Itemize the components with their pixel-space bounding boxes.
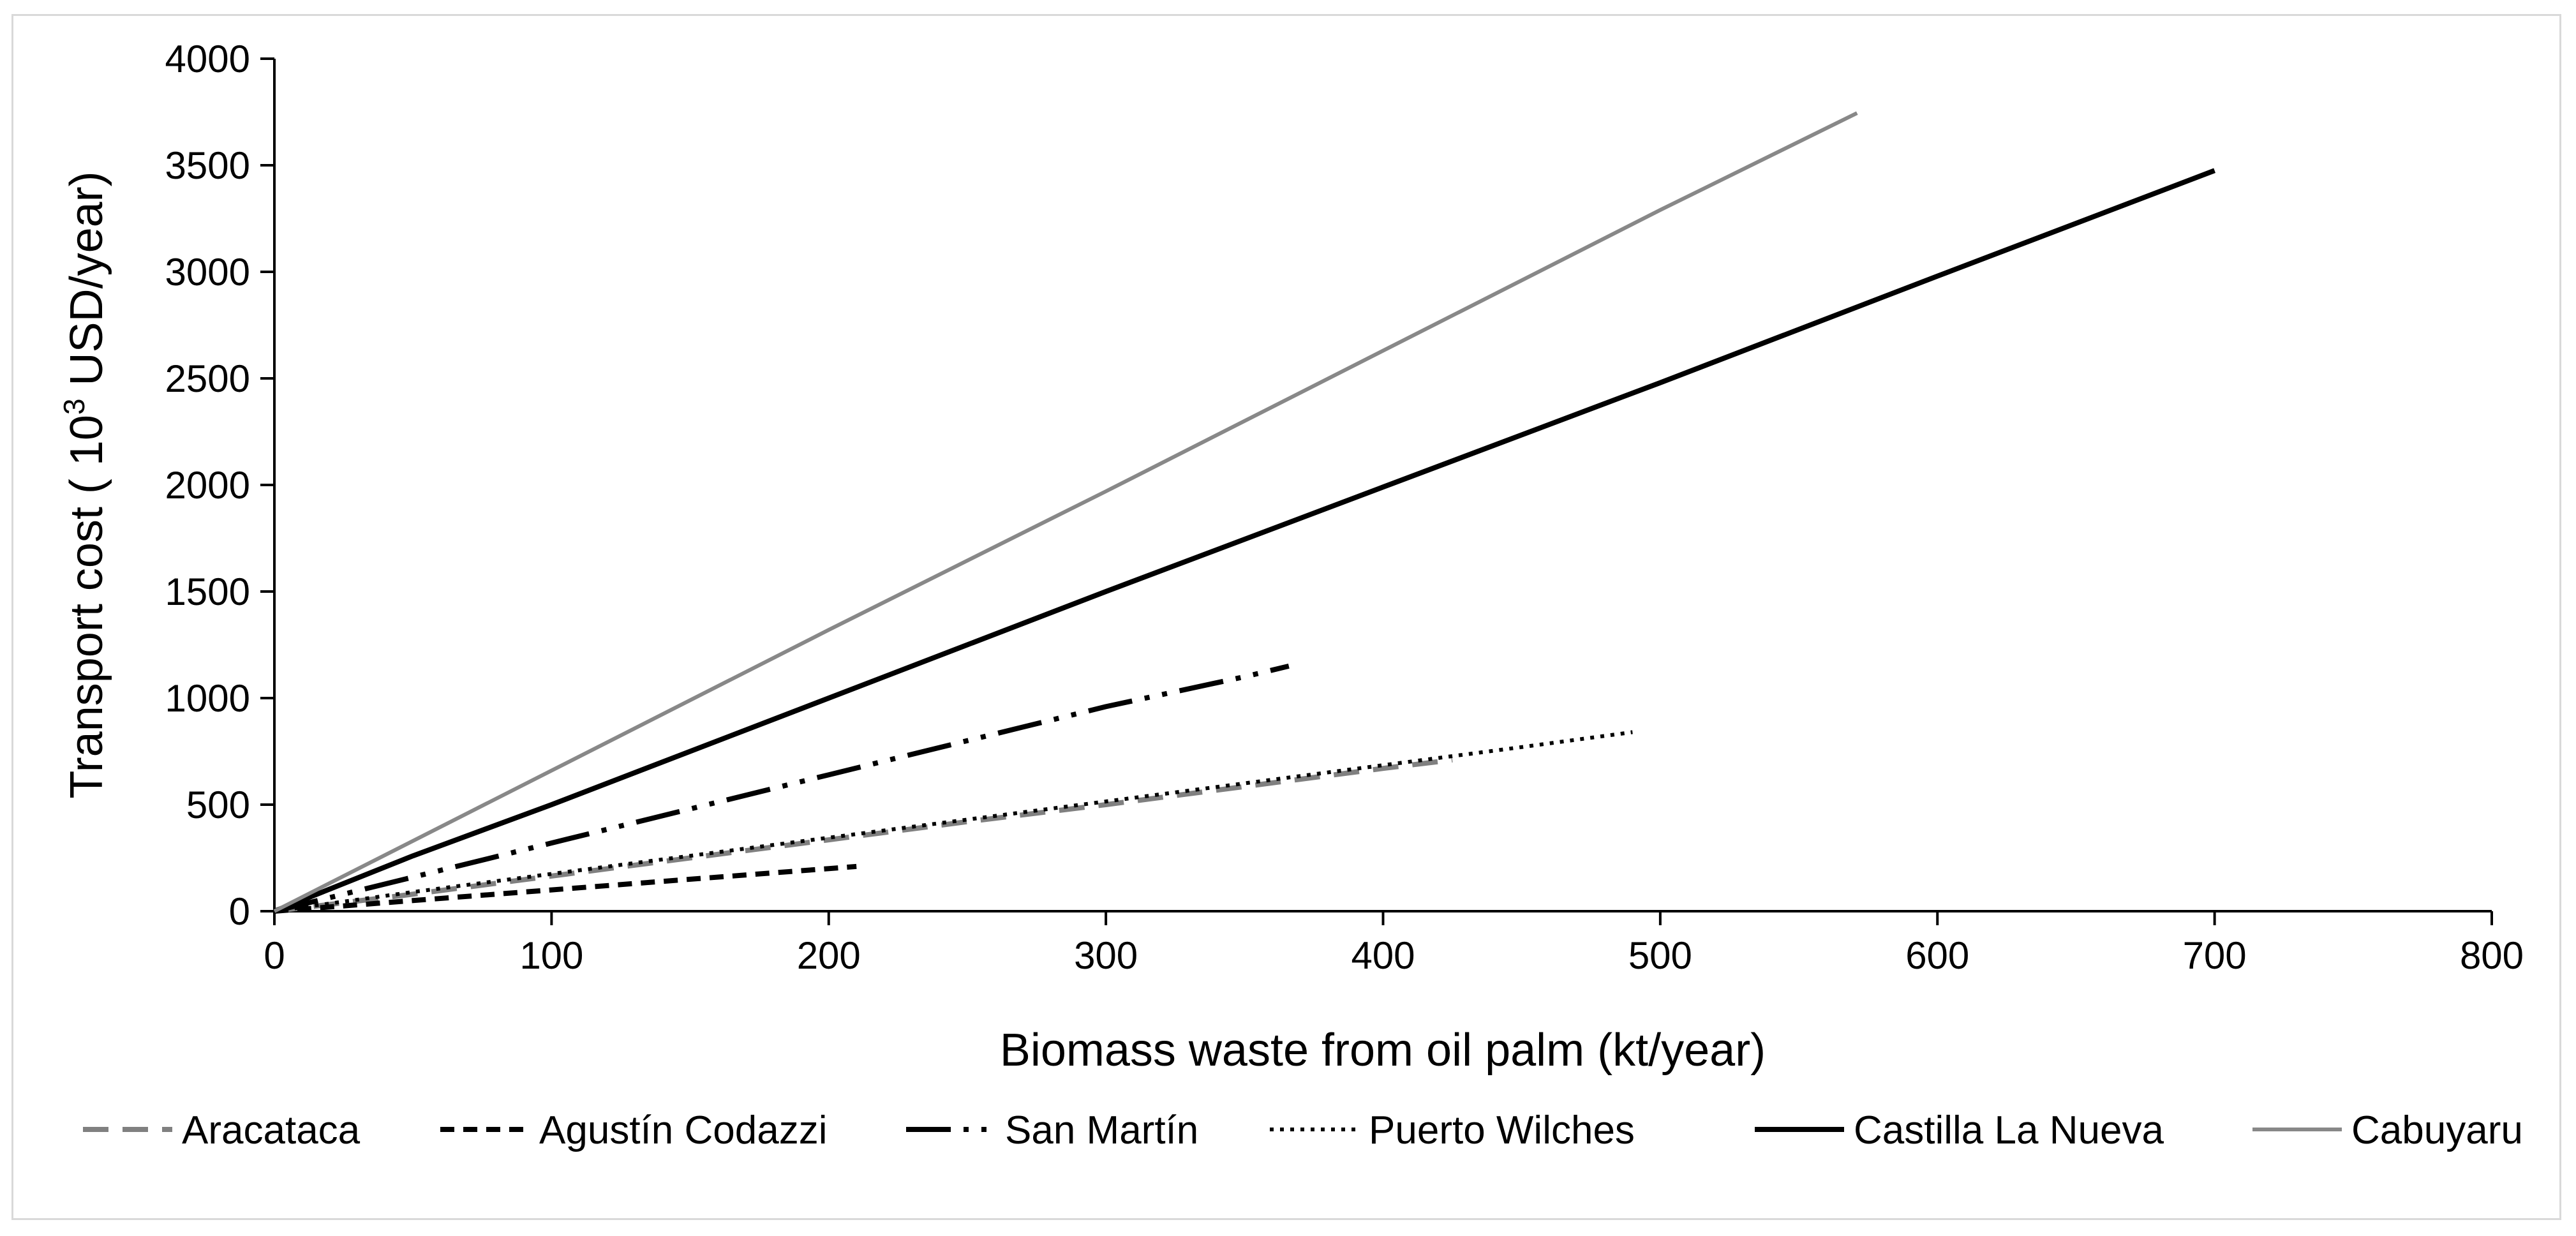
y-tick-label: 500 (186, 784, 250, 826)
series-line-castilla-la-nueva (273, 168, 2216, 914)
x-tick-label: 100 (519, 934, 583, 977)
x-tick-label: 400 (1351, 934, 1415, 977)
x-tick-label: 600 (1905, 934, 1969, 977)
x-axis-ticks: 0 100 200 300 400 500 600 700 800 (264, 911, 2524, 977)
x-tick-label: 500 (1628, 934, 1692, 977)
y-tick-label: 4000 (165, 38, 250, 80)
x-axis-title: Biomass waste from oil palm (kt/year) (1000, 1025, 1766, 1076)
legend-label: Puerto Wilches (1369, 1108, 1635, 1152)
series-line-puerto-wilches (274, 730, 1633, 913)
legend: Aracataca Agustín Codazzi San Martín Puerto… (83, 1108, 2523, 1152)
series-line-cabuyaru (273, 111, 1858, 913)
x-tick-label: 700 (2183, 934, 2247, 977)
y-tick-label: 2000 (165, 464, 250, 507)
chart-frame (11, 14, 2561, 1220)
series-line-aracataca (274, 757, 1453, 914)
y-tick-label: 3500 (165, 144, 250, 187)
y-axis-ticks: 0 500 1000 1500 2000 2500 3000 3500 4000 (165, 38, 274, 933)
y-axis-title-suffix: USD/year) (61, 171, 112, 398)
series-lines (273, 111, 2216, 914)
legend-label: Cabuyaru (2351, 1108, 2523, 1152)
x-tick-label: 0 (264, 934, 285, 977)
y-axis-title-superscript: 3 (57, 398, 91, 415)
y-tick-label: 3000 (165, 251, 250, 294)
y-tick-label: 0 (229, 890, 250, 933)
x-tick-label: 300 (1074, 934, 1138, 977)
legend-label: Castilla La Nueva (1854, 1108, 2164, 1152)
x-tick-label: 200 (797, 934, 861, 977)
y-axis-title: Transport cost ( 103 USD/year) (57, 171, 112, 798)
x-tick-label: 800 (2460, 934, 2524, 977)
y-tick-label: 1000 (165, 677, 250, 720)
legend-label: San Martín (1005, 1108, 1198, 1152)
series-line-san-mart-n (274, 664, 1290, 914)
y-tick-label: 1500 (165, 570, 250, 613)
y-tick-label: 2500 (165, 357, 250, 400)
series-line-agust-n-codazzi (274, 863, 857, 914)
legend-label: Aracataca (182, 1108, 361, 1152)
legend-label: Agustín Codazzi (539, 1108, 827, 1152)
y-axis-title-prefix: Transport cost ( 10 (61, 415, 112, 799)
